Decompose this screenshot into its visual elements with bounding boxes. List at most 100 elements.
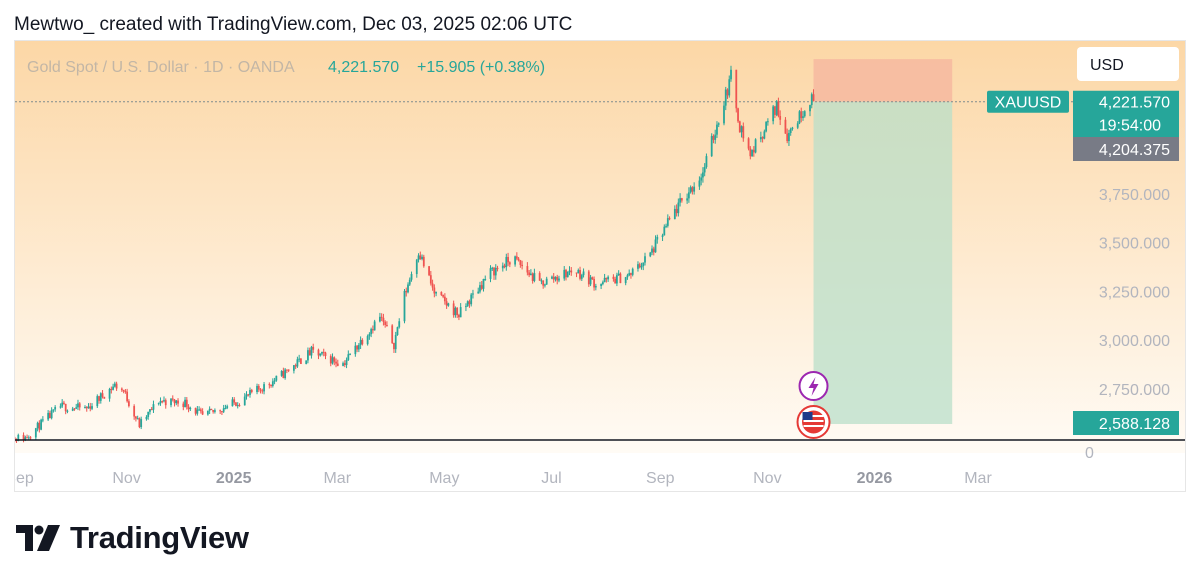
high-price-tag[interactable] [1073, 137, 1179, 161]
candle-body [640, 266, 643, 268]
candle-body [616, 275, 618, 284]
candle-body [108, 388, 111, 399]
high-price-label: 4,204.375 [1099, 142, 1170, 159]
candle-body [459, 307, 462, 318]
candle-body [558, 278, 560, 281]
candle-body [472, 293, 474, 295]
target-price-tag[interactable] [1073, 411, 1179, 435]
candle-body [333, 357, 336, 362]
candle-body [379, 316, 381, 322]
current-price-tag[interactable] [1073, 90, 1179, 139]
candle-body [271, 381, 274, 386]
candle-body [164, 400, 167, 406]
candle-body [96, 396, 99, 407]
candle-body [187, 406, 190, 410]
time-tick-label: 2025 [216, 470, 252, 487]
candle-body [63, 402, 65, 404]
ticker-tag[interactable] [987, 90, 1069, 113]
candle-body [465, 306, 467, 308]
take-profit-zone[interactable] [813, 101, 953, 424]
candle-body [570, 270, 573, 273]
candle-body [612, 276, 615, 279]
candle-body [482, 279, 485, 289]
candle-body [15, 437, 16, 440]
candle-body [737, 108, 739, 122]
candle-body [17, 434, 20, 441]
candle-body [54, 407, 57, 410]
candle-body [421, 256, 423, 260]
candle-body [78, 403, 81, 408]
candle-body [259, 389, 262, 391]
candle-body [800, 111, 803, 119]
candle-body [247, 394, 250, 396]
candle-body [515, 256, 518, 259]
chart-frame[interactable]: Gold Spot / U.S. Dollar · 1D · OANDA 4,2… [14, 40, 1186, 492]
candle-body [456, 307, 459, 316]
us-flag-canton-icon [802, 412, 813, 420]
candle-body [601, 282, 604, 285]
stop-loss-zone[interactable] [813, 59, 953, 102]
time-tick-label: May [429, 470, 459, 487]
candle-body [115, 383, 118, 389]
price-chart[interactable]: Gold Spot / U.S. Dollar · 1D · OANDA 4,2… [15, 41, 1186, 492]
candle-body [617, 273, 620, 276]
candle-body [386, 324, 388, 326]
candle-body [624, 277, 627, 284]
candle-body [329, 355, 332, 364]
candle-body [600, 284, 603, 287]
candle-body [594, 286, 597, 288]
candle-body [182, 403, 185, 407]
candle-body [529, 273, 532, 276]
candle-body [308, 350, 311, 356]
candle-body [196, 409, 199, 414]
candle-body [630, 273, 632, 275]
candle-body [619, 273, 622, 284]
candle-body [429, 275, 432, 284]
time-tick-label: Nov [753, 470, 781, 487]
candle-body [170, 398, 172, 406]
candle-body [554, 276, 557, 280]
candle-body [250, 389, 253, 393]
candle-body [113, 383, 116, 387]
candle-body [686, 198, 689, 201]
candle-body [749, 148, 752, 157]
candle-body [64, 403, 67, 412]
currency-button[interactable]: USD [1090, 57, 1124, 74]
candle-body [393, 342, 395, 350]
candle-body [693, 186, 696, 192]
ticker-tag-label: XAUUSD [995, 95, 1062, 112]
candle-body [566, 271, 569, 278]
candle-body [480, 285, 483, 289]
candle-body [268, 384, 271, 386]
candle-body [786, 133, 789, 142]
candle-body [626, 275, 629, 278]
candle-body [526, 266, 529, 273]
candle-body [319, 353, 322, 356]
candle-body [157, 403, 160, 405]
candle-body [73, 408, 76, 410]
candle-body [673, 208, 676, 220]
candle-body [668, 218, 671, 220]
time-axis-background [15, 453, 1185, 491]
candle-body [101, 393, 104, 397]
candle-body [501, 265, 504, 269]
candle-body [29, 437, 32, 439]
candle-body [666, 218, 669, 226]
candle-body [361, 339, 364, 345]
candle-body [779, 116, 782, 120]
candle-body [458, 315, 460, 318]
price-tick-label: 3,000.000 [1099, 333, 1170, 350]
candle-body [698, 180, 701, 187]
candle-body [774, 106, 776, 115]
candle-body [219, 410, 222, 412]
candle-body [791, 127, 794, 129]
candle-body [175, 400, 178, 404]
candle-body [496, 267, 499, 269]
candle-body [66, 410, 69, 412]
currency-button-bg[interactable] [1077, 47, 1179, 81]
candle-body [470, 294, 473, 305]
candle-body [751, 149, 753, 157]
candle-body [284, 369, 287, 379]
candle-body [177, 400, 179, 404]
candle-body [631, 268, 634, 275]
